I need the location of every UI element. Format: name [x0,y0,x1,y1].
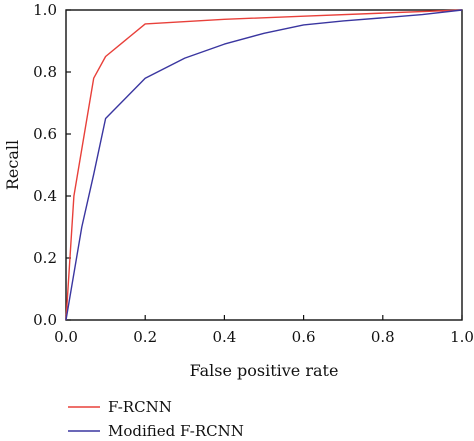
x-tick-label: 0.0 [54,328,78,346]
y-tick-label: 0.8 [33,63,57,81]
plot-frame [65,9,463,321]
legend-label-modified-f-rcnn: Modified F-RCNN [108,422,244,440]
x-tick-label: 0.2 [133,328,157,346]
x-tick-label: 0.8 [371,328,395,346]
y-tick-label: 1.0 [33,1,57,19]
y-tick-label: 0.0 [33,311,57,329]
y-tick-label: 0.4 [33,187,57,205]
y-axis-ticks: 0.0 0.2 0.4 0.6 0.8 1.0 [33,1,71,329]
x-axis-ticks: 0.0 0.2 0.4 0.6 0.8 1.0 [54,315,474,346]
y-tick-label: 0.6 [33,125,57,143]
series-line-f-rcnn [65,9,463,321]
y-tick-label: 0.2 [33,249,57,267]
series-line-modified-f-rcnn [65,9,463,321]
x-axis-title: False positive rate [190,361,339,380]
series-lines [65,9,463,321]
legend-label-f-rcnn: F-RCNN [108,398,172,416]
legend: F-RCNN Modified F-RCNN [68,398,244,440]
x-tick-label: 0.6 [292,328,316,346]
y-axis-title: Recall [3,140,22,190]
x-tick-label: 0.4 [212,328,236,346]
x-tick-label: 1.0 [450,328,474,346]
